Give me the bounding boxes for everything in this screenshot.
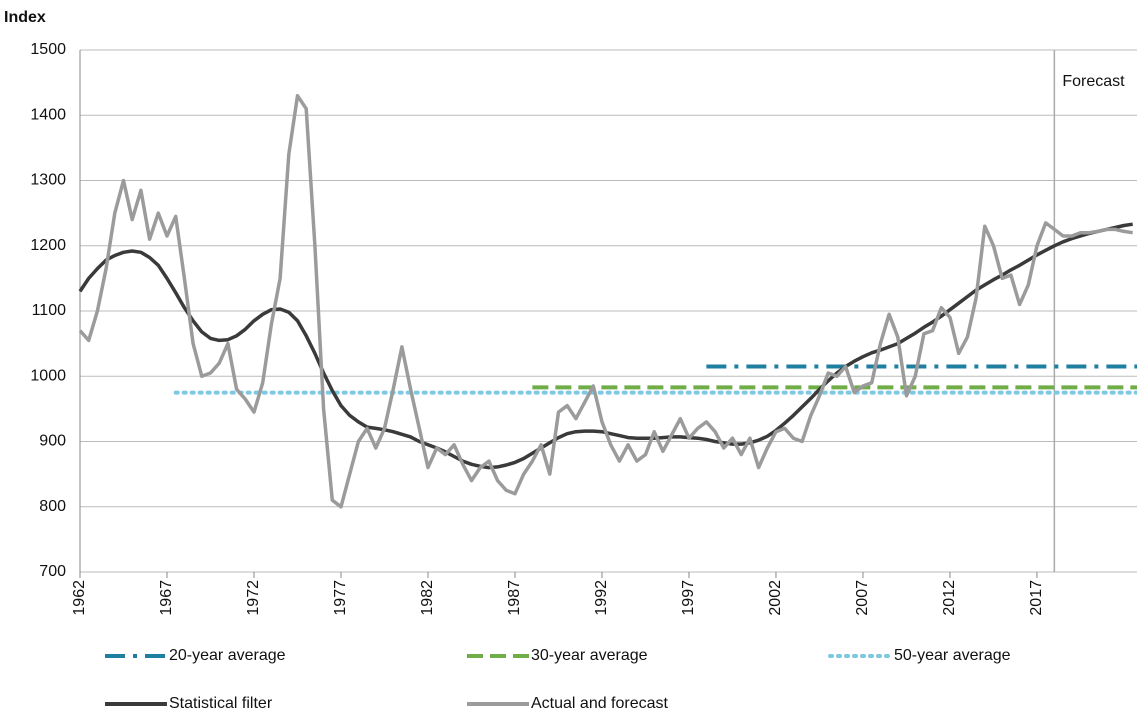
legend-label: Actual and forecast [531,695,669,711]
x-tick-label: 1967 [158,580,175,616]
series-line [78,93,1133,509]
x-tick-label: 1972 [245,580,262,616]
y-tick-label: 1400 [30,106,66,123]
y-tick-label: 1500 [30,41,66,58]
legend-label: Statistical filter [169,695,273,711]
x-tick-label: 1987 [506,580,523,616]
y-tick-label: 800 [39,498,66,515]
legend-label: 30-year average [531,647,648,664]
forecast-label: Forecast [1062,73,1125,90]
y-tick-label: 1200 [30,237,66,254]
legend-label: 20-year average [169,647,286,664]
legend-label: 50-year average [894,647,1011,664]
y-tick-label: 900 [39,433,66,450]
x-tick-label: 2017 [1028,580,1045,616]
y-axis-label: Index [4,9,46,26]
y-tick-label: 1100 [32,302,67,319]
x-tick-label: 2012 [941,580,958,616]
x-tick-label: 1962 [71,580,88,616]
x-tick-label: 1977 [332,580,349,616]
x-tick-label: 1997 [680,580,697,616]
x-tick-label: 2002 [767,580,784,616]
x-tick-label: 1982 [419,580,436,616]
y-tick-label: 1300 [30,172,66,189]
x-tick-label: 2007 [854,580,871,616]
y-tick-label: 700 [39,563,66,580]
y-tick-label: 1000 [30,367,66,384]
x-tick-label: 1992 [593,580,610,616]
